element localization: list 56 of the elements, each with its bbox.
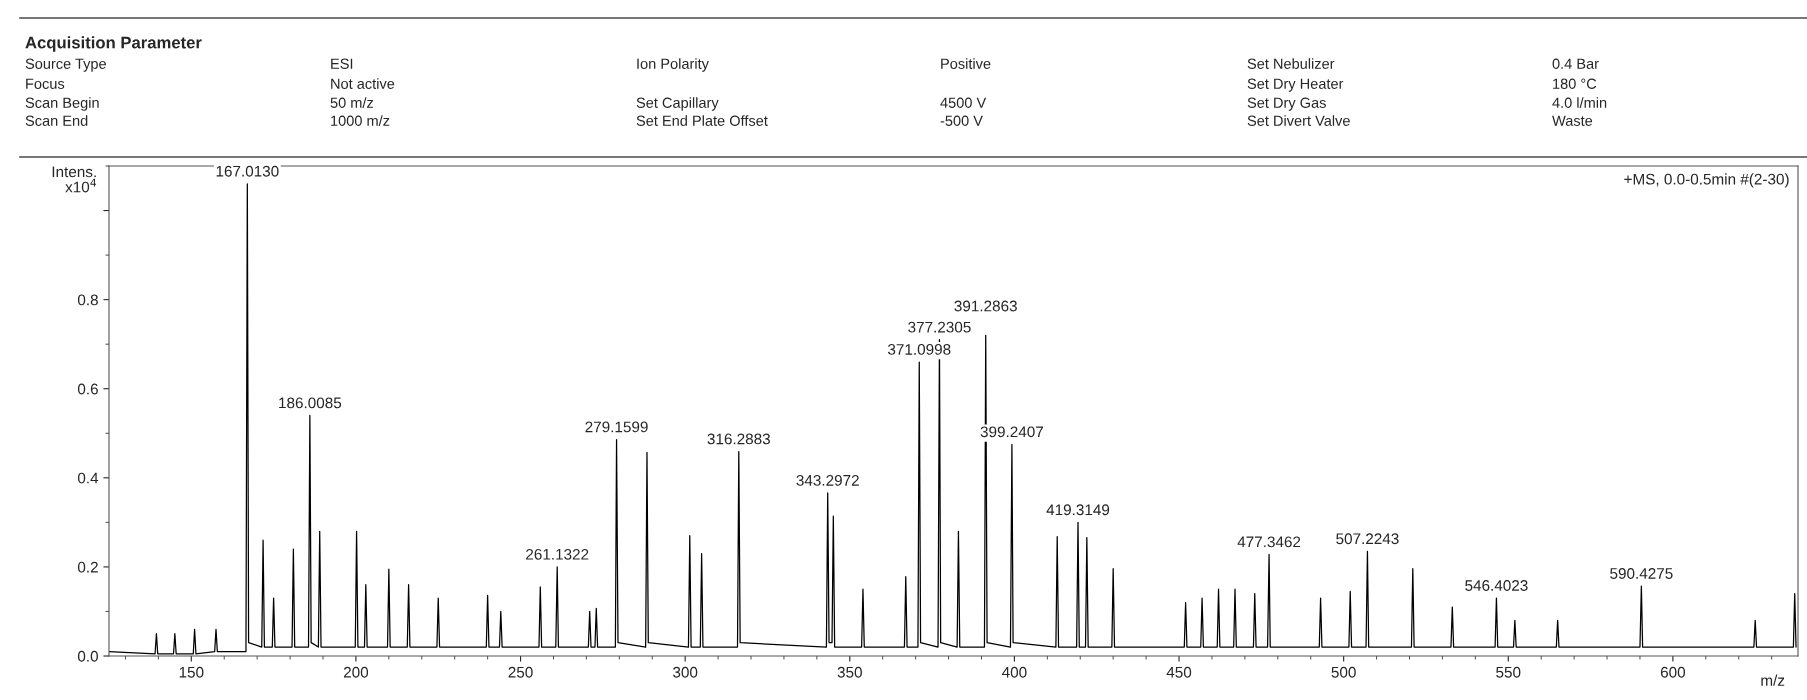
annotation: 477.3462 (1237, 536, 1301, 548)
text: 0.4 Bar (1552, 58, 1599, 69)
text: 1000 m/z (331, 115, 390, 126)
text: Set Dry Gas (1247, 97, 1326, 111)
x-tick-label: 550 (1496, 666, 1521, 678)
annotation: 590.4275 (1610, 568, 1673, 579)
annotation: 167.0130 (216, 165, 279, 177)
x-tick-label: 250 (508, 666, 533, 678)
y-tick-label: 0.4 (77, 472, 99, 484)
text: 4.0 l/min (1552, 97, 1607, 108)
annotation: 546.4023 (1465, 580, 1528, 591)
chart-title: Acquisition Parameter (25, 36, 202, 52)
text: Waste (1552, 115, 1593, 126)
text: 50 m/z (330, 97, 374, 108)
y-tick-label: 0.8 (77, 294, 98, 306)
x-tick-label: 500 (1331, 666, 1356, 678)
y-tick-label: 0.2 (77, 561, 98, 573)
text: Not active (331, 78, 395, 89)
x-tick-label: 150 (179, 666, 204, 678)
x-tick-label: 600 (1660, 666, 1686, 678)
x-tick-label: 450 (1166, 666, 1192, 678)
x-axis-title: m/z (1761, 674, 1785, 686)
annotation: 391.2863 (954, 300, 1017, 312)
annotation: 316.2883 (707, 433, 770, 445)
text: Set Capillary (636, 97, 719, 111)
text: 4500 V (940, 97, 987, 108)
text: Set End Plate Offset (636, 115, 768, 126)
text: ESI (331, 58, 353, 69)
annotation: 279.1599 (585, 421, 648, 433)
annotation: 371.0998 (887, 343, 951, 355)
x-tick-label: 400 (1002, 666, 1027, 678)
annotation: 343.2972 (796, 474, 859, 486)
source-note: Source Type (25, 58, 106, 72)
x-tick-label: 350 (837, 666, 862, 678)
y-tick-label: 0.6 (77, 383, 98, 395)
text: Ion Polarity (637, 58, 709, 72)
y-axis-title: Intens. x10$^{4}$ (52, 166, 97, 193)
text: Scan Begin (25, 97, 99, 111)
text: Focus (26, 78, 65, 89)
annotation: 419.3149 (1046, 504, 1110, 516)
x-tick-label: 200 (343, 666, 369, 678)
text: Set Nebulizer (1247, 58, 1335, 69)
chart-subtitle: +MS, 0.0-0.5min #(2-30) (1624, 173, 1789, 188)
annotation: 186.0085 (279, 397, 342, 409)
text: Positive (941, 58, 991, 69)
text: Set Dry Heater (1247, 78, 1344, 92)
text: 180 °C (1553, 78, 1597, 89)
text: -500 V (940, 115, 983, 126)
x-tick-label: 300 (673, 666, 698, 678)
annotation: 507.2243 (1336, 533, 1399, 545)
annotation: 399.2407 (980, 426, 1044, 438)
annotation: 261.1322 (526, 548, 589, 560)
annotation: 377.2305 (908, 321, 971, 333)
y-tick-label: 0.0 (77, 650, 98, 662)
text: Scan End (25, 115, 88, 126)
text: Set Divert Valve (1247, 115, 1350, 126)
